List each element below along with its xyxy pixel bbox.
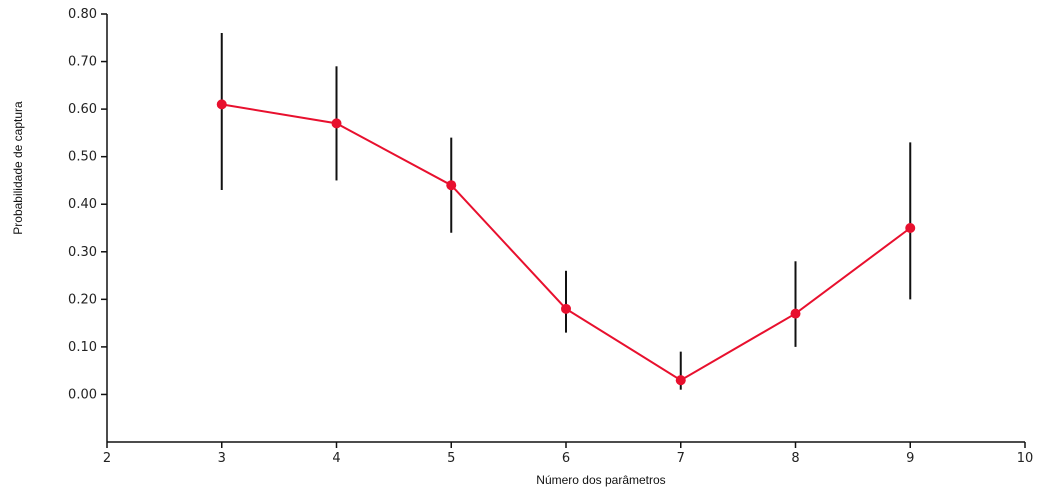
y-tick-label: 0.00 (68, 387, 97, 402)
error-bars (220, 33, 912, 390)
x-tick-label: 8 (791, 451, 799, 466)
series-line (221, 103, 911, 382)
x-axis-label: Número dos parâmetros (536, 473, 665, 487)
x-tick-label: 4 (332, 451, 340, 466)
data-point (331, 118, 342, 129)
x-tick-label: 10 (1017, 451, 1034, 466)
y-tick-label: 0.70 (68, 55, 97, 70)
y-ticks: 0.00 0.10 0.20 0.30 0.40 0.50 0.60 0.70 0.80 (68, 7, 107, 402)
axes (106, 14, 1025, 443)
data-point (905, 223, 916, 233)
data-point (675, 375, 686, 386)
data-points (216, 99, 916, 386)
x-tick-label: 2 (103, 451, 111, 466)
series-lines (221, 103, 911, 382)
data-point (790, 308, 801, 319)
y-tick-label: 0.80 (68, 7, 97, 22)
y-tick-label: 0.50 (68, 150, 97, 165)
y-axis-label: Probabilidade de captura (11, 101, 25, 235)
y-tick-label: 0.40 (68, 197, 97, 212)
y-tick-label: 0.30 (68, 245, 97, 260)
data-point (446, 180, 457, 191)
x-tick-label: 7 (677, 451, 685, 466)
data-point (216, 99, 227, 110)
x-tick-label: 3 (218, 451, 226, 466)
x-tick-label: 9 (906, 451, 914, 466)
y-tick-label: 0.10 (68, 340, 97, 355)
y-tick-label: 0.60 (68, 102, 97, 117)
x-tick-label: 5 (447, 451, 455, 466)
x-ticks: 2 3 4 5 6 7 8 9 10 (103, 442, 1033, 466)
data-point (561, 303, 571, 314)
x-tick-label: 6 (562, 451, 570, 466)
y-tick-label: 0.20 (68, 292, 97, 307)
